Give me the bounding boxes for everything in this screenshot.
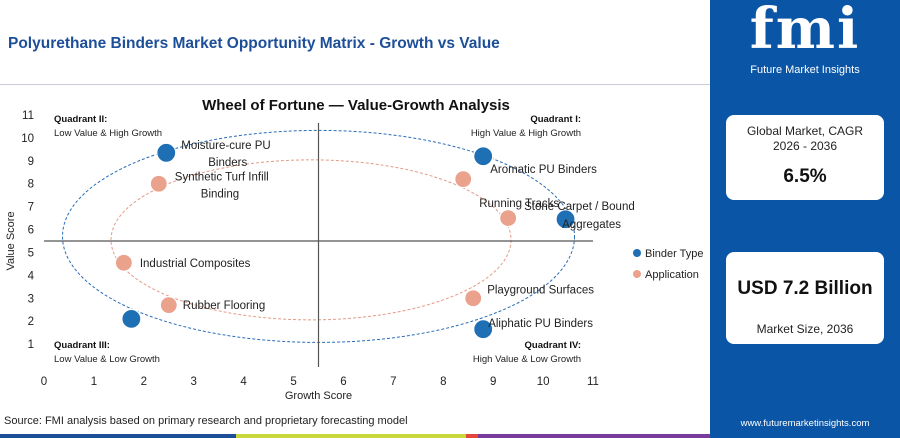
market-size-label: Market Size, 2036 — [756, 322, 854, 336]
quadrant-description: High Value & High Growth — [471, 128, 581, 139]
cagr-card: Global Market, CAGR 2026 - 2036 6.5% — [726, 115, 884, 200]
x-tick-label: 10 — [537, 376, 550, 388]
fmi-logo: fmi Future Market Insights — [725, 0, 885, 80]
point-label: Playground Surfaces — [487, 284, 594, 296]
binder-point — [156, 142, 177, 163]
x-tick-label: 8 — [440, 376, 446, 388]
quadrant-name: Quadrant IV: — [525, 340, 581, 351]
application-point — [464, 289, 483, 308]
y-tick-label: 7 — [28, 202, 34, 214]
binder-point — [121, 308, 142, 329]
x-tick-label: 5 — [290, 376, 296, 388]
header-divider — [0, 84, 710, 85]
y-tick-label: 8 — [28, 179, 34, 191]
point-label: Aromatic PU Binders — [490, 164, 597, 176]
point-label: Running Tracks — [479, 198, 559, 210]
quadrant-name: Quadrant I: — [530, 114, 581, 125]
y-tick-label: 4 — [28, 270, 35, 282]
cagr-value: 6.5% — [783, 166, 827, 187]
legend-marker — [633, 249, 641, 257]
y-tick-label: 2 — [28, 316, 34, 328]
x-tick-label: 1 — [91, 376, 97, 388]
point-label: Moisture-cure PU — [181, 140, 270, 152]
point-label: Aliphatic PU Binders — [488, 318, 593, 330]
point-label: Stone Carpet / Bound — [524, 201, 635, 213]
website-link[interactable]: www.futuremarketinsights.com — [740, 418, 870, 429]
binder-point — [473, 146, 494, 167]
point-label: Binding — [201, 189, 239, 201]
x-tick-label: 2 — [141, 376, 147, 388]
application-point — [149, 174, 168, 193]
quadrant-description: High Value & Low Growth — [473, 354, 581, 365]
market-size-card: USD 7.2 Billion Market Size, 2036 — [726, 252, 884, 344]
application-point — [454, 170, 473, 189]
x-tick-label: 0 — [41, 376, 47, 388]
color-strip-purple — [478, 434, 710, 438]
quadrant-name: Quadrant III: — [54, 340, 110, 351]
point-label: Synthetic Turf Infill — [175, 172, 269, 184]
application-point — [114, 253, 133, 272]
point-label: Aggregates — [562, 219, 621, 231]
cagr-label: Global Market, CAGR 2026 - 2036 — [746, 124, 864, 153]
y-tick-label: 9 — [28, 156, 34, 168]
color-strip-red — [466, 434, 478, 438]
y-tick-label: 11 — [22, 110, 34, 122]
y-tick-label: 3 — [28, 293, 34, 305]
application-point — [159, 296, 178, 315]
x-tick-label: 3 — [191, 376, 197, 388]
color-strip-green — [236, 434, 466, 438]
x-tick-label: 4 — [240, 376, 247, 388]
color-strip — [0, 434, 710, 438]
opportunity-matrix-chart: Wheel of Fortune — Value-Growth Analysis… — [5, 97, 704, 402]
binder-point — [473, 319, 494, 340]
point-label: Industrial Composites — [140, 258, 251, 270]
y-tick-label: 10 — [21, 133, 34, 145]
legend-label: Application — [645, 269, 699, 281]
sidebar-panel — [710, 0, 900, 438]
legend-label: Binder Type — [645, 248, 704, 260]
page-title: Polyurethane Binders Market Opportunity … — [8, 35, 500, 52]
y-tick-label: 5 — [28, 247, 34, 259]
x-tick-label: 7 — [390, 376, 396, 388]
quadrant-description: Low Value & High Growth — [54, 128, 162, 139]
application-ring — [110, 159, 512, 321]
y-tick-label: 1 — [28, 339, 34, 351]
legend-marker — [633, 270, 641, 278]
source-note: Source: FMI analysis based on primary re… — [4, 415, 408, 427]
x-axis-label: Growth Score — [285, 390, 352, 402]
point-label: Binders — [208, 157, 247, 169]
color-strip-blue — [0, 434, 236, 438]
quadrant-description: Low Value & Low Growth — [54, 354, 160, 365]
chart-title: Wheel of Fortune — Value-Growth Analysis — [202, 97, 510, 114]
x-tick-label: 6 — [340, 376, 346, 388]
x-tick-label: 9 — [490, 376, 496, 388]
y-axis-label: Value Score — [5, 211, 17, 270]
logo-wordmark: fmi — [749, 0, 861, 62]
market-size-value: USD 7.2 Billion — [737, 278, 873, 299]
binder-point — [555, 209, 576, 230]
logo-tagline: Future Market Insights — [750, 64, 860, 76]
quadrant-name: Quadrant II: — [54, 114, 107, 125]
x-tick-label: 11 — [587, 376, 599, 388]
point-label: Rubber Flooring — [183, 300, 265, 312]
application-point — [499, 208, 518, 228]
y-tick-label: 6 — [28, 225, 34, 237]
